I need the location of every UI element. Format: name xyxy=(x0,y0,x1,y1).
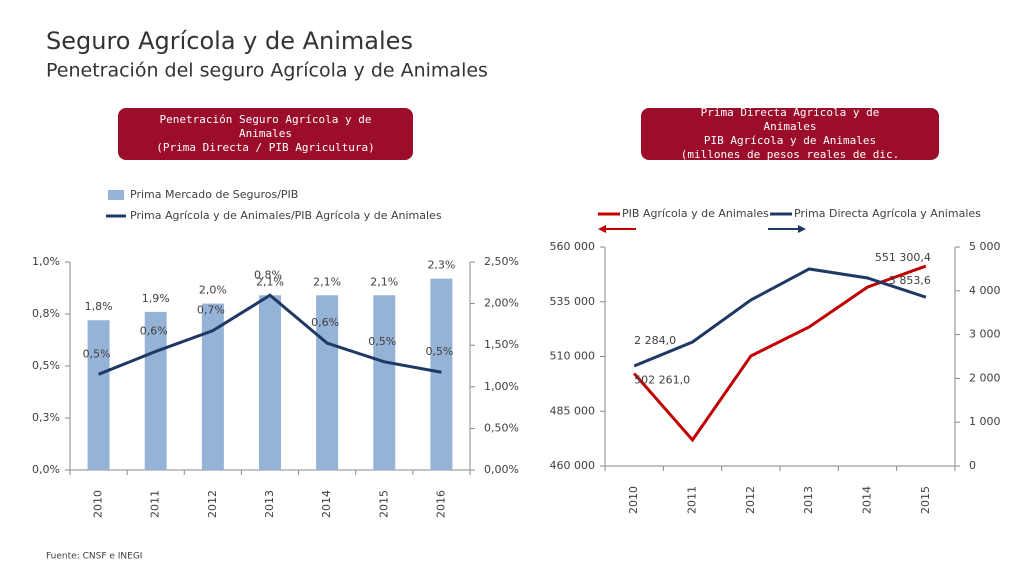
bar-label: 2,0% xyxy=(199,284,227,297)
header-box-line: Animales xyxy=(764,120,817,133)
x-tick-label: 2013 xyxy=(802,486,815,514)
y2-tick-label: 5 000 xyxy=(969,240,1001,253)
y-tick-label: 1,0% xyxy=(32,255,60,268)
y-tick-label: 0,0% xyxy=(32,463,60,476)
header-box-text: Penetración Seguro Agrícola y deAnimales… xyxy=(156,113,375,154)
header-box-line: Penetración Seguro Agrícola y de xyxy=(160,113,372,126)
bar-label: 1,9% xyxy=(142,292,170,305)
y2-tick-label: 0,50% xyxy=(484,421,519,434)
y-tick-label: 535 000 xyxy=(550,295,596,308)
y-tick-label: 560 000 xyxy=(550,240,596,253)
line-label: 3 853,6 xyxy=(889,274,931,287)
y-tick-label: 0,3% xyxy=(32,411,60,424)
y2-tick-label: 1 000 xyxy=(969,415,1001,428)
bar xyxy=(259,295,281,470)
x-tick-label: 2012 xyxy=(206,490,219,518)
x-tick-label: 2015 xyxy=(377,490,390,518)
bar xyxy=(144,311,167,470)
header-box xyxy=(641,108,939,160)
x-tick-label: 2011 xyxy=(149,490,162,518)
title: Seguro Agrícola y de Animales xyxy=(46,27,413,55)
x-tick-label: 2010 xyxy=(92,490,105,518)
y-tick-label: 460 000 xyxy=(550,459,596,472)
y2-tick-label: 4 000 xyxy=(969,284,1001,297)
header-box-line: Animales xyxy=(239,127,292,140)
line xyxy=(633,264,927,443)
header-box-line: (Prima Directa / PIB Agricultura) xyxy=(156,141,375,154)
arrow-right xyxy=(768,225,806,233)
x-tick-label: 2011 xyxy=(686,486,699,514)
line-label: 0,6% xyxy=(311,316,339,329)
subtitle: Penetración del seguro Agrícola y de Ani… xyxy=(46,60,488,82)
y-tick-label: 485 000 xyxy=(550,404,596,417)
line-label: 0,6% xyxy=(140,324,168,337)
y2-tick-label: 2,00% xyxy=(484,297,519,310)
bar-label: 1,8% xyxy=(85,300,113,313)
x-tick-label: 2016 xyxy=(434,490,447,518)
y2-tick-label: 2,50% xyxy=(484,255,519,268)
x-tick-label: 2014 xyxy=(861,486,874,514)
y2-tick-label: 2 000 xyxy=(969,371,1001,384)
y-tick-label: 0,5% xyxy=(32,359,60,372)
line-label: 2 284,0 xyxy=(634,334,676,347)
line-label: 0,5% xyxy=(425,345,453,358)
line xyxy=(633,267,927,368)
header-box-line: PIB Agrícola y de Animales xyxy=(704,134,876,147)
y2-tick-label: 1,00% xyxy=(484,380,519,393)
legend-label: Prima Mercado de Seguros/PIB xyxy=(130,188,298,201)
x-tick-label: 2013 xyxy=(263,490,276,518)
line xyxy=(98,293,442,376)
legend-label: Prima Agrícola y de Animales/PIB Agrícol… xyxy=(130,209,442,222)
x-tick-label: 2010 xyxy=(627,486,640,514)
header-box-line: Prima Directa Agrícola y de xyxy=(701,106,880,119)
line-label: 502 261,0 xyxy=(634,373,690,386)
header-box-line: (millones de pesos reales de dic. xyxy=(681,148,900,161)
bar-label: 2,3% xyxy=(427,259,455,272)
legend-swatch xyxy=(108,190,124,200)
bar-label: 2,1% xyxy=(256,275,284,288)
bar-label: 2,1% xyxy=(313,275,341,288)
x-tick-label: 2015 xyxy=(919,486,932,514)
bar xyxy=(430,278,453,470)
line-label: 0,5% xyxy=(83,347,111,360)
header-box xyxy=(118,108,413,160)
x-tick-label: 2012 xyxy=(744,486,757,514)
legend-label: PIB Agrícola y de Animales xyxy=(622,207,769,220)
source: Fuente: CNSF e INEGI xyxy=(46,552,142,562)
line-label: 0,5% xyxy=(368,335,396,348)
bar xyxy=(201,303,224,470)
arrow-left xyxy=(598,225,636,233)
line-label: 0,8% xyxy=(254,268,282,281)
y2-tick-label: 1,50% xyxy=(484,338,519,351)
y2-tick-label: 3 000 xyxy=(969,328,1001,341)
y-tick-label: 510 000 xyxy=(550,350,596,363)
bar-label: 2,1% xyxy=(370,275,398,288)
bar xyxy=(373,295,396,470)
y2-tick-label: 0,00% xyxy=(484,463,519,476)
y-tick-label: 0,8% xyxy=(32,307,60,320)
x-tick-label: 2014 xyxy=(320,490,333,518)
y2-tick-label: 0 xyxy=(969,459,976,472)
line-label: 551 300,4 xyxy=(875,251,931,264)
bar xyxy=(87,320,110,470)
legend-label: Prima Directa Agrícola y Animales xyxy=(794,207,981,220)
line-label: 0,7% xyxy=(197,304,225,317)
